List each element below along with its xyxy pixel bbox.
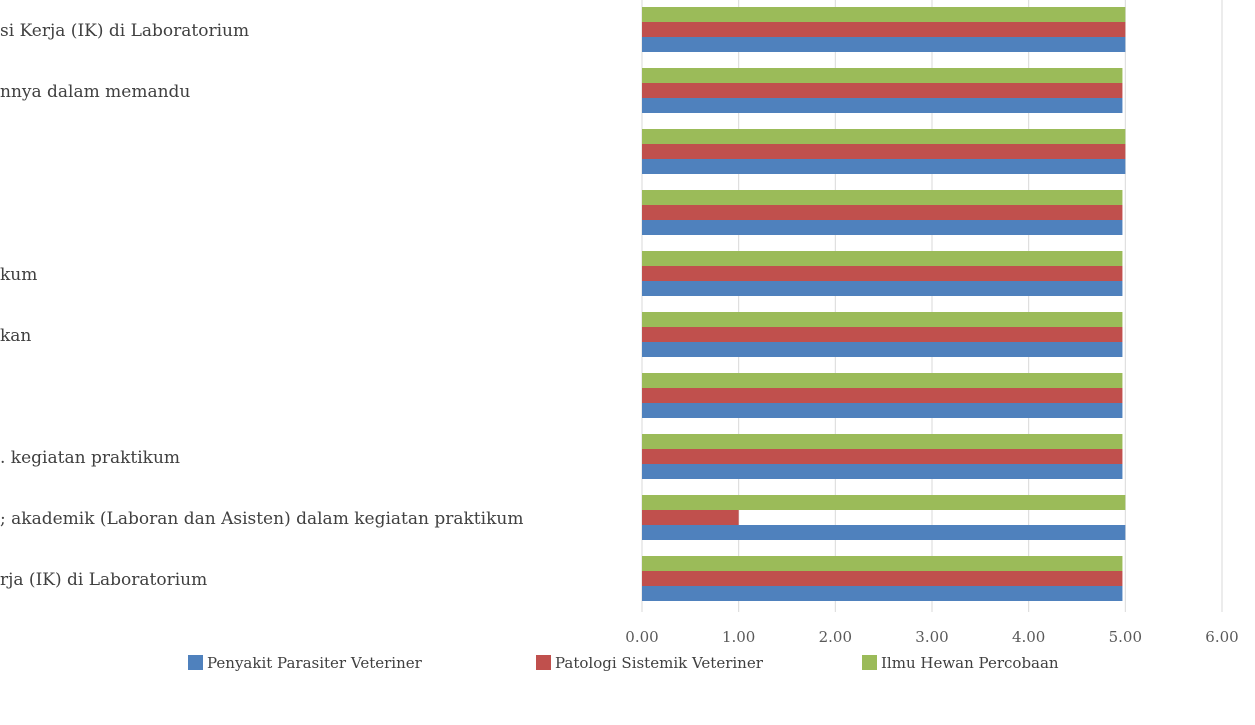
bar xyxy=(642,464,1123,479)
category-labels: si Kerja (IK) di Laboratorium nnya dalam … xyxy=(0,21,523,590)
category-label: ; akademik (Laboran dan Asisten) dalam k… xyxy=(0,509,523,529)
category-label: nnya dalam memandu xyxy=(0,82,190,102)
bar xyxy=(642,281,1123,296)
bar xyxy=(642,373,1123,388)
bar xyxy=(642,205,1123,220)
category-label: si Kerja (IK) di Laboratorium xyxy=(0,21,249,41)
bar xyxy=(642,190,1123,205)
category-label: rja (IK) di Laboratorium xyxy=(0,570,207,590)
x-tick-label: 6.00 xyxy=(1205,628,1238,646)
x-tick-label: 0.00 xyxy=(625,628,658,646)
x-tick-label: 4.00 xyxy=(1012,628,1045,646)
x-tick-label: 1.00 xyxy=(722,628,755,646)
bar xyxy=(642,144,1126,159)
bar xyxy=(642,495,1126,510)
legend-label: Patologi Sistemik Veteriner xyxy=(555,654,764,672)
legend-swatch xyxy=(188,655,203,670)
bar xyxy=(642,159,1126,174)
bar xyxy=(642,342,1123,357)
bar xyxy=(642,83,1123,98)
category-label: . kegiatan praktikum xyxy=(0,448,180,468)
bar xyxy=(642,266,1123,281)
bar xyxy=(642,129,1126,144)
bar xyxy=(642,586,1123,601)
bar xyxy=(642,251,1123,266)
legend-swatch xyxy=(536,655,551,670)
x-tick-label: 3.00 xyxy=(915,628,948,646)
bar xyxy=(642,68,1123,83)
bar xyxy=(642,22,1126,37)
x-axis-tick-labels: 0.00 1.00 2.00 3.00 4.00 5.00 6.00 xyxy=(625,628,1238,646)
legend-label: Penyakit Parasiter Veteriner xyxy=(207,654,423,672)
bar xyxy=(642,571,1123,586)
category-label: kum xyxy=(0,265,37,285)
bar xyxy=(642,510,739,525)
bar xyxy=(642,98,1123,113)
bars xyxy=(642,7,1126,601)
x-tick-label: 5.00 xyxy=(1109,628,1142,646)
legend-label: Ilmu Hewan Percobaan xyxy=(881,654,1059,672)
bar xyxy=(642,449,1123,464)
bar xyxy=(642,434,1123,449)
bar xyxy=(642,7,1126,22)
bar xyxy=(642,525,1126,540)
category-label: kan xyxy=(0,326,31,346)
legend-swatch xyxy=(862,655,877,670)
bar xyxy=(642,220,1123,235)
bar xyxy=(642,403,1123,418)
x-tick-label: 2.00 xyxy=(819,628,852,646)
bar xyxy=(642,327,1123,342)
bar xyxy=(642,556,1123,571)
bar xyxy=(642,37,1126,52)
bar xyxy=(642,312,1123,327)
bar xyxy=(642,388,1123,403)
legend: Penyakit Parasiter Veteriner Patologi Sis… xyxy=(188,654,1059,672)
